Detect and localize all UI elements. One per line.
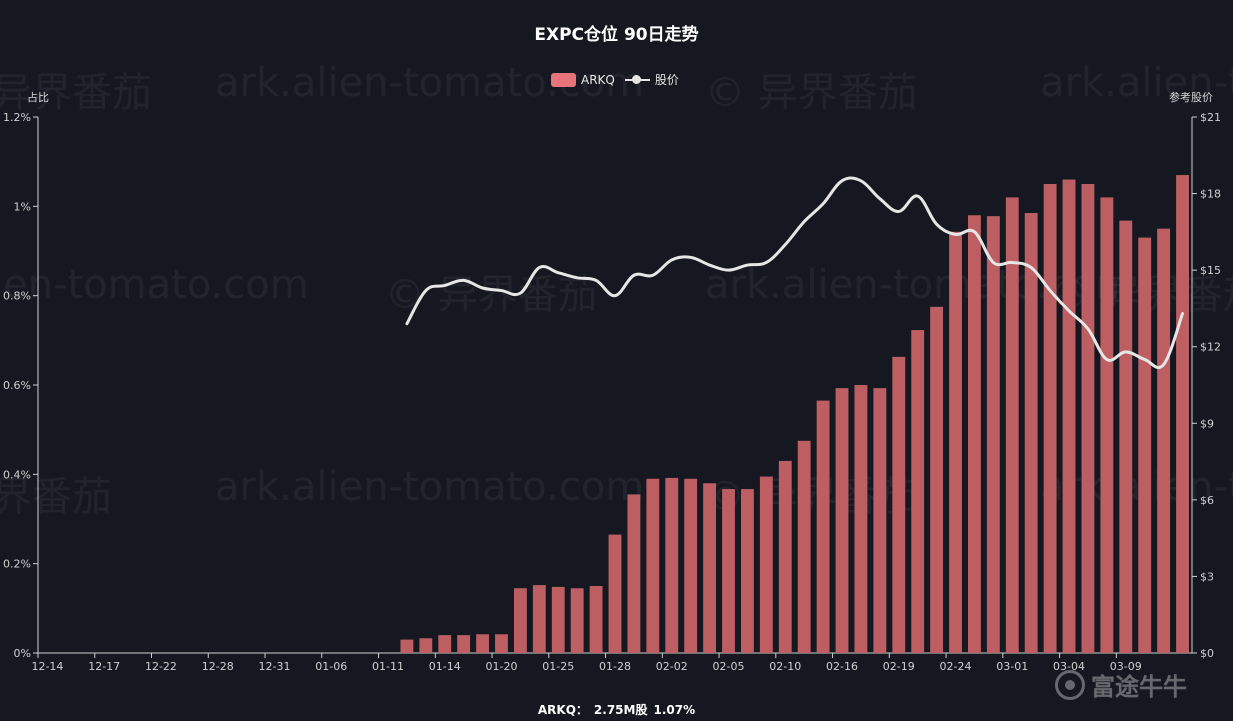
footer-shares: 2.75M股 xyxy=(593,703,648,717)
futu-logo-icon xyxy=(1055,669,1085,700)
x-tick-label: 12-14 xyxy=(31,660,63,673)
x-tick-label: 01-14 xyxy=(429,660,461,673)
bar xyxy=(968,215,981,653)
y-right-tick-label: $3 xyxy=(1200,570,1214,583)
bar xyxy=(854,385,868,653)
chart-title: EXPC仓位 90日走势 xyxy=(534,25,699,45)
bar xyxy=(457,635,471,653)
bar xyxy=(1081,184,1095,653)
y-left-tick-label: 0.2% xyxy=(3,558,31,571)
bar xyxy=(589,586,603,653)
bar xyxy=(400,639,414,653)
bar xyxy=(570,588,584,653)
bar xyxy=(1005,197,1019,653)
logo: 富途牛牛 xyxy=(1055,667,1187,702)
bar xyxy=(1062,179,1076,654)
bar xyxy=(703,483,717,653)
bar xyxy=(608,534,622,653)
x-tick-label: 01-28 xyxy=(599,660,631,673)
bar xyxy=(684,478,698,653)
x-tick-label: 02-02 xyxy=(656,660,688,673)
legend-item-line[interactable]: 股价 xyxy=(624,71,679,88)
x-tick-label: 12-17 xyxy=(88,660,120,673)
legend-item-bar[interactable]: ARKQ xyxy=(551,72,615,87)
bar xyxy=(419,638,433,653)
legend: ARKQ 股价 xyxy=(551,71,689,88)
bar xyxy=(1119,220,1133,654)
y-left-tick-label: 0.4% xyxy=(3,468,31,481)
x-tick-label: 02-19 xyxy=(883,660,915,673)
bar xyxy=(1176,175,1189,654)
bar xyxy=(551,586,565,653)
y-right-tick-label: $12 xyxy=(1200,341,1221,354)
x-tick-label: 12-28 xyxy=(202,660,234,673)
x-tick-label: 02-05 xyxy=(713,660,745,673)
x-tick-label: 01-20 xyxy=(486,660,518,673)
bar xyxy=(665,477,679,653)
footer-fund: ARKQ： xyxy=(537,703,588,717)
bar xyxy=(930,306,944,653)
logo-text: 富途牛牛 xyxy=(1091,673,1187,701)
bar xyxy=(1157,228,1171,653)
bar xyxy=(740,489,754,653)
bar xyxy=(986,216,1000,653)
bar xyxy=(949,231,962,653)
y-left-tick-label: 1.2% xyxy=(3,111,31,124)
y-right-tick-label: $21 xyxy=(1200,111,1221,124)
y-left-tick-label: 1% xyxy=(14,200,31,213)
x-tick-label: 01-11 xyxy=(372,660,404,673)
y-right-tick-label: $6 xyxy=(1200,494,1214,507)
y-right-tick-label: $0 xyxy=(1200,647,1214,660)
line-swatch-icon xyxy=(624,73,650,87)
y-right-tick-label: $9 xyxy=(1200,417,1214,430)
y-left-tick-label: 0.8% xyxy=(3,290,31,303)
bar xyxy=(873,388,887,653)
x-tick-label: 01-06 xyxy=(315,660,347,673)
x-tick-label: 02-24 xyxy=(940,660,972,673)
y-left-tick-label: 0.6% xyxy=(3,379,31,392)
y-right-tick-label: $18 xyxy=(1200,188,1221,201)
y-left-tick-label: 0% xyxy=(14,647,31,660)
bar xyxy=(1024,213,1038,654)
bar xyxy=(722,489,735,653)
bar xyxy=(778,460,792,653)
bar-swatch-icon xyxy=(551,72,576,87)
y-right-tick-label: $15 xyxy=(1200,264,1221,277)
x-tick-label: 03-04 xyxy=(1053,660,1085,673)
bar xyxy=(532,585,546,653)
x-tick-label: 02-10 xyxy=(769,660,801,673)
bar xyxy=(438,635,452,653)
footer-summary: ARKQ： 2.75M股 1.07% xyxy=(0,701,1233,718)
x-tick-label: 01-25 xyxy=(542,660,574,673)
bar xyxy=(495,634,508,653)
legend-line-label: 股价 xyxy=(654,73,679,87)
x-tick-label: 12-22 xyxy=(145,660,177,673)
bar xyxy=(892,356,906,653)
x-tick-label: 02-16 xyxy=(826,660,858,673)
x-tick-label: 12-31 xyxy=(258,660,290,673)
bar xyxy=(476,634,490,653)
price-line xyxy=(405,176,1185,370)
x-tick-label: 03-09 xyxy=(1110,660,1142,673)
bar xyxy=(797,440,811,653)
x-tick-label: 03-01 xyxy=(996,660,1028,673)
bar xyxy=(646,478,660,653)
right-axis-name: 参考股价 xyxy=(1169,91,1213,104)
bar xyxy=(627,494,641,653)
bar xyxy=(759,476,773,653)
bar xyxy=(513,588,527,653)
bar xyxy=(1138,237,1152,653)
left-axis-name: 占比 xyxy=(27,91,49,104)
bar xyxy=(816,400,830,653)
bar xyxy=(835,388,849,653)
bar xyxy=(1043,184,1057,653)
footer-percent: 1.07% xyxy=(653,703,696,717)
bar xyxy=(911,330,925,653)
legend-bar-label: ARKQ xyxy=(581,72,615,87)
bar xyxy=(1100,197,1114,653)
